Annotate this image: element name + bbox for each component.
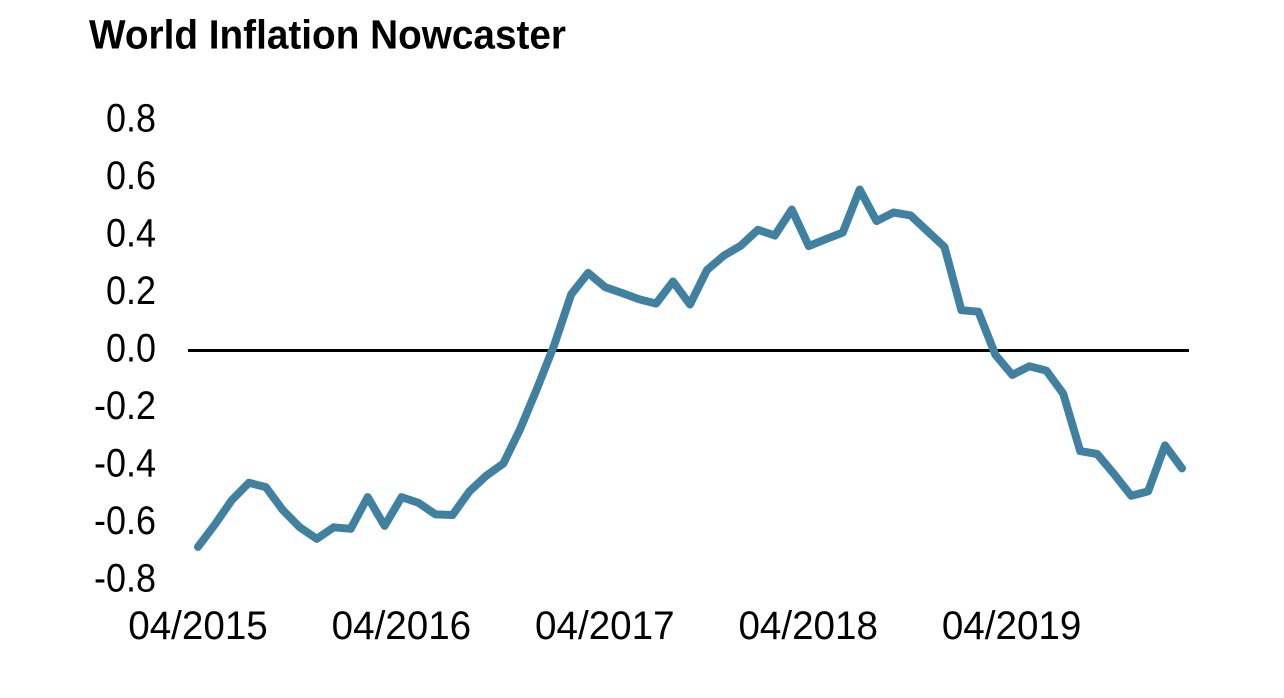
svg-text:0.0: 0.0 bbox=[106, 327, 156, 371]
svg-text:04/2019: 04/2019 bbox=[942, 604, 1082, 648]
svg-text:04/2017: 04/2017 bbox=[535, 604, 675, 648]
svg-text:0.2: 0.2 bbox=[106, 269, 156, 313]
svg-text:0.4: 0.4 bbox=[106, 212, 156, 256]
svg-text:04/2018: 04/2018 bbox=[738, 604, 878, 648]
svg-text:04/2015: 04/2015 bbox=[128, 604, 268, 648]
svg-text:0.8: 0.8 bbox=[106, 97, 156, 141]
svg-text:-0.8: -0.8 bbox=[94, 557, 156, 601]
svg-text:-0.6: -0.6 bbox=[94, 499, 156, 543]
svg-text:-0.4: -0.4 bbox=[94, 442, 156, 486]
svg-text:0.6: 0.6 bbox=[106, 154, 156, 198]
svg-text:-0.2: -0.2 bbox=[94, 384, 156, 428]
svg-text:World Inflation Nowcaster: World Inflation Nowcaster bbox=[89, 12, 566, 58]
svg-text:04/2016: 04/2016 bbox=[332, 604, 472, 648]
